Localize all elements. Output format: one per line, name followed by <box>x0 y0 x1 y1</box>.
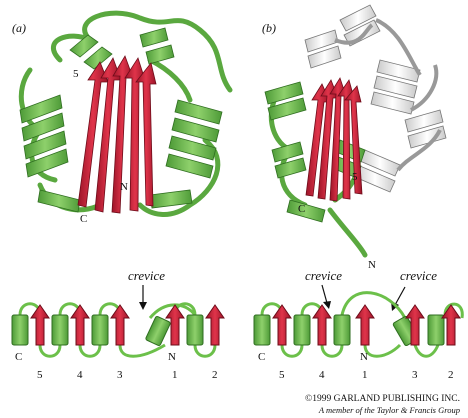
copyright-line-2: A member of the Taylor & Francis Group <box>318 405 460 415</box>
topology-left-label-5: 5 <box>37 369 43 381</box>
panel-a-terminus-c: C <box>80 213 87 225</box>
topology-left-strand-3 <box>110 304 130 346</box>
topology-right-label-5: 5 <box>279 369 285 381</box>
topology-right-crevice-arrowhead-1 <box>323 301 331 309</box>
topology-left-helix-3 <box>91 314 109 346</box>
topology-right: crevice crevice C N 5 4 1 3 <box>253 268 464 381</box>
topology-right-label-1: 1 <box>362 369 368 381</box>
panel-a-terminus-n: N <box>120 181 128 193</box>
topology-left: crevice C N 5 4 3 1 <box>11 268 225 381</box>
topology-left-crevice-arrowhead <box>139 302 147 310</box>
topology-right-helix-5 <box>427 314 445 346</box>
topology-right-label-4: 4 <box>319 369 325 381</box>
topology-right-helix-1 <box>253 314 271 346</box>
topology-left-label-4: 4 <box>77 369 83 381</box>
panel-b-gray-domain <box>304 4 447 193</box>
topology-left-helix-4 <box>145 315 171 347</box>
panel-a-label: (a) <box>12 21 26 35</box>
topology-left-label-3: 3 <box>117 369 123 381</box>
topology-left-strand-1 <box>165 304 185 346</box>
topology-left-c-label: C <box>15 351 22 363</box>
panel-a-helix-right <box>165 99 223 179</box>
topology-left-helix-2 <box>51 314 69 346</box>
panel-b-gray-loops <box>334 18 442 172</box>
topology-right-strand-5 <box>272 304 292 346</box>
panel-b: (b) <box>262 4 447 271</box>
topology-right-label-3: 3 <box>412 369 418 381</box>
topology-right-strand-3 <box>405 304 425 346</box>
topology-right-helix-2 <box>293 314 311 346</box>
panel-a-beta-sheet <box>77 55 157 214</box>
topology-right-c-label: C <box>258 351 265 363</box>
topology-left-strand-2 <box>205 304 225 346</box>
topology-right-n-label: N <box>360 351 368 363</box>
topology-right-crevice-arrow-1 <box>321 284 328 304</box>
panel-a-helix-top <box>69 27 175 70</box>
topology-left-label-1: 1 <box>172 369 178 381</box>
topology-left-helix-5 <box>186 314 204 346</box>
panel-a-helix-bottom <box>37 189 193 213</box>
panel-a: (a) <box>12 10 233 225</box>
panel-b-beta-sheet <box>305 77 363 202</box>
copyright-line-1: ©1999 GARLAND PUBLISHING INC. <box>305 394 460 404</box>
topology-right-strand-1 <box>355 304 375 346</box>
panel-b-terminus-c: C <box>298 203 305 215</box>
topology-right-crevice-label-2: crevice <box>400 268 437 283</box>
topology-right-label-2: 2 <box>448 369 454 381</box>
topology-left-helix-1 <box>11 314 29 346</box>
topology-right-strand-2 <box>441 304 461 346</box>
topology-right-connections <box>260 291 464 358</box>
panel-b-strand-5: 5 <box>352 171 358 183</box>
topology-left-strand-4 <box>70 304 90 346</box>
panel-a-strand-5: 5 <box>73 68 79 80</box>
topology-left-crevice-label: crevice <box>128 268 165 283</box>
topology-right-crevice-label-1: crevice <box>305 268 342 283</box>
topology-right-crevice-arrow-2 <box>394 286 406 306</box>
topology-left-label-2: 2 <box>212 369 218 381</box>
topology-left-strand-5 <box>30 304 50 346</box>
topology-left-n-label: N <box>168 351 176 363</box>
topology-right-strand-4 <box>312 304 332 346</box>
panel-b-terminus-n: N <box>368 259 376 271</box>
panel-b-label: (b) <box>262 21 276 35</box>
panel-a-helix-left <box>19 94 69 178</box>
topology-right-helix-3 <box>333 314 351 346</box>
